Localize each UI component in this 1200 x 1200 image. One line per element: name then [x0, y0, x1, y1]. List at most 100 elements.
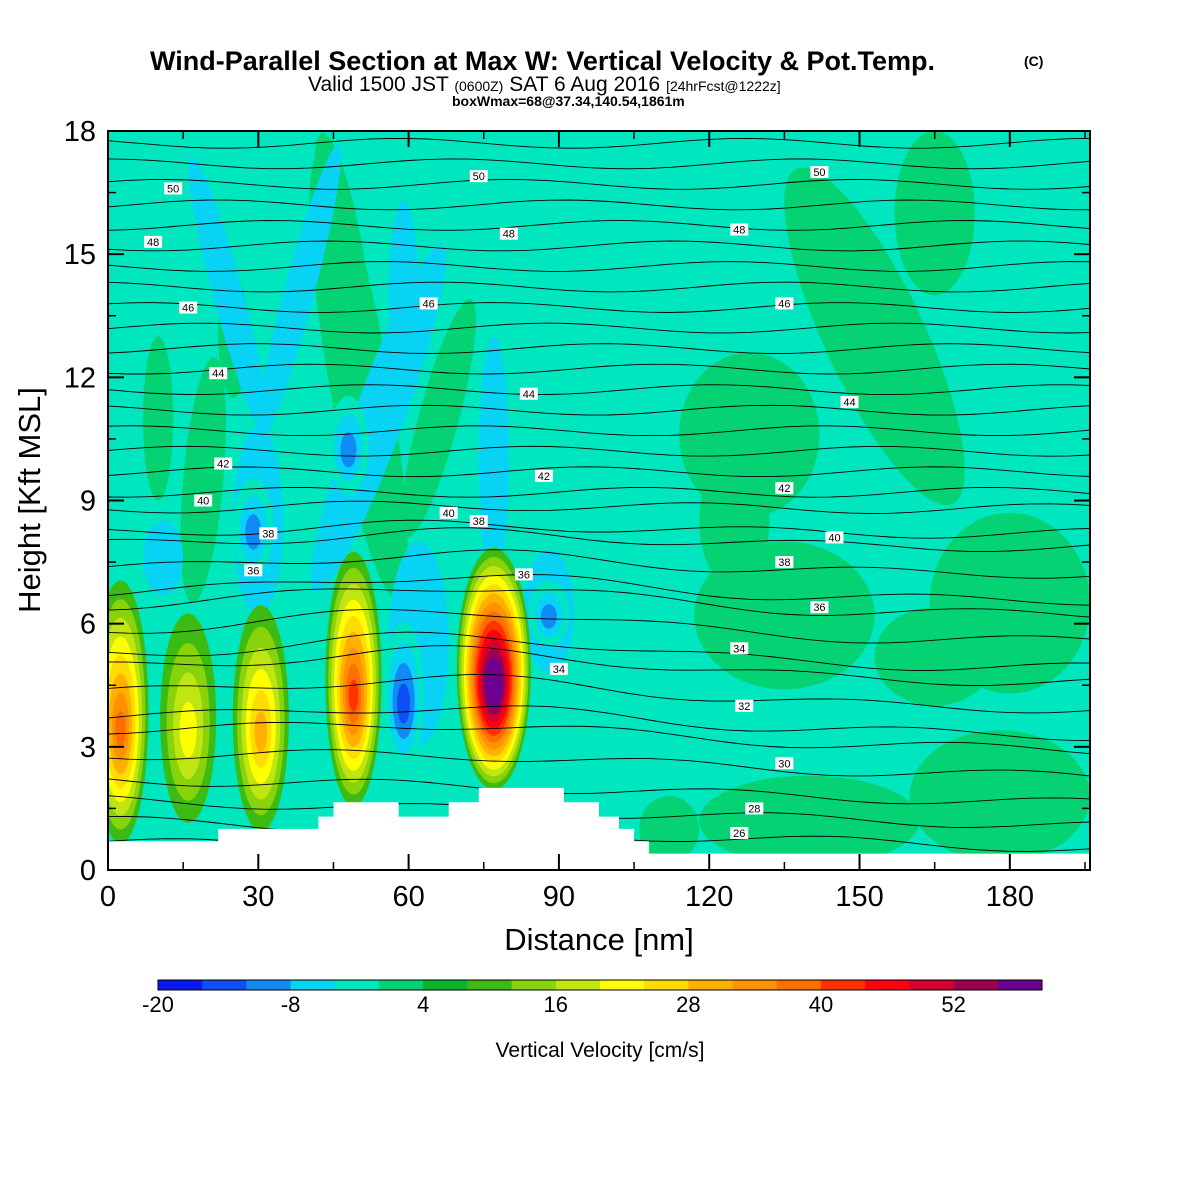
contour-label-box	[214, 457, 233, 470]
y-axis-label: Height [Kft MSL]	[12, 387, 47, 613]
weak-updraft-region	[699, 775, 920, 866]
contour-label: 38	[262, 528, 274, 540]
contour-label: 40	[828, 532, 840, 544]
contour-label: 38	[778, 557, 790, 569]
weak-updraft-region	[874, 607, 995, 706]
contour-label: 48	[733, 225, 745, 237]
y-tick-label: 9	[80, 486, 96, 518]
x-tick-label: 150	[835, 881, 883, 913]
contour-label-box	[775, 482, 794, 495]
colorbar-tick-label: 28	[676, 992, 700, 1017]
theta-contour	[108, 343, 1090, 354]
x-tick-label: 90	[543, 881, 575, 913]
x-axis-label: Distance [nm]	[504, 922, 694, 957]
contour-label-box	[775, 297, 794, 310]
contour-label: 46	[778, 298, 790, 310]
colorbar-title: Vertical Velocity [cm/s]	[496, 1039, 705, 1062]
y-tick-label: 12	[64, 362, 96, 394]
updraft-core	[348, 679, 359, 712]
contour-label-box	[514, 568, 533, 581]
weak-updraft-region	[143, 336, 174, 501]
chart-subtitle: Valid 1500 JST (0600Z) SAT 6 Aug 2016 [2…	[308, 73, 781, 96]
downdraft-core	[340, 432, 357, 468]
theta-contour	[108, 118, 1090, 128]
updraft-core	[489, 675, 499, 696]
colorbar-swatch	[246, 980, 292, 990]
theta-contour	[108, 608, 1090, 644]
downdraft-core	[397, 683, 411, 724]
y-tick-label: 15	[64, 239, 96, 271]
colorbar-swatch	[555, 980, 601, 990]
weak-downdraft-region	[255, 144, 342, 446]
theta-contour	[108, 178, 1090, 190]
colorbar-tick-label: 4	[417, 992, 429, 1017]
contour-label-box	[439, 506, 458, 519]
contour-label-box	[469, 170, 488, 183]
contour-label-box	[259, 527, 278, 540]
contour-label-box	[730, 827, 749, 840]
theta-contour	[108, 384, 1090, 396]
x-tick-label: 30	[242, 881, 274, 913]
contour-label-box	[244, 564, 263, 577]
colorbar-swatch	[467, 980, 513, 990]
theta-contour	[108, 445, 1090, 457]
theta-contour	[108, 631, 1090, 671]
contour-label-box	[730, 642, 749, 655]
theta-contour	[108, 778, 1090, 805]
contour-label-box	[144, 235, 163, 248]
contour-label-box	[534, 469, 553, 482]
colorbar-swatch	[997, 980, 1043, 990]
colorbar-swatch	[379, 980, 424, 990]
contour-label: 42	[778, 483, 790, 495]
theta-contour	[108, 674, 1090, 714]
x-tick-label: 180	[986, 881, 1034, 913]
weak-updraft-region	[401, 299, 476, 538]
theta-contour	[108, 425, 1090, 437]
colorbar-swatch	[688, 980, 734, 990]
contour-label-box	[209, 367, 228, 380]
contour-label: 34	[553, 664, 565, 676]
theta-contour-labels: 50 50 50 48 48 48 46 46 46 44 44 44 42 42 42 40 40 40 38 38…	[144, 166, 859, 840]
contour-label: 46	[182, 303, 194, 315]
contour-label: 34	[733, 643, 745, 655]
contour-label: 50	[813, 167, 825, 179]
colorbar-tick-label: 52	[941, 992, 965, 1017]
theta-contour	[108, 261, 1090, 272]
theta-contour	[108, 645, 1090, 686]
theta-contour	[108, 302, 1090, 313]
colorbar-tick-label: 16	[544, 992, 568, 1017]
theta-contour	[108, 466, 1090, 478]
theta-contour	[108, 240, 1090, 252]
downdraft-core	[245, 514, 262, 550]
theta-contour	[108, 705, 1090, 741]
theta-contour	[108, 527, 1090, 553]
theta-contour	[108, 158, 1090, 170]
contour-label: 42	[538, 471, 550, 483]
colorbar-swatch	[776, 980, 822, 990]
contour-label: 36	[813, 602, 825, 614]
contour-label-box	[775, 757, 794, 770]
contour-label: 50	[473, 171, 485, 183]
plot-area: 50 50 50 48 48 48 46 46 46 44 44 44 42 42 42 40 40 40 38 38…	[108, 118, 1090, 870]
theta-contour	[108, 199, 1090, 211]
colorbar-swatch	[644, 980, 689, 990]
contour-label-box	[194, 494, 213, 507]
contour-label: 48	[503, 229, 515, 241]
contour-label: 42	[217, 459, 229, 471]
weak-downdraft-region	[188, 156, 269, 435]
weak-updraft-region	[909, 730, 1090, 862]
theta-contour	[108, 363, 1090, 375]
contour-label: 28	[748, 803, 760, 815]
velocity-field	[108, 131, 1090, 866]
colorbar-frame	[157, 979, 1043, 991]
contour-label-box	[419, 297, 438, 310]
theta-contour	[108, 721, 1090, 755]
colorbar-swatch	[290, 980, 336, 990]
colorbar-swatch	[953, 980, 999, 990]
contour-label-box	[775, 556, 794, 569]
colorbar-swatch	[158, 980, 203, 990]
theta-contour	[108, 281, 1090, 293]
contour-label-box	[735, 699, 754, 712]
contour-label: 50	[167, 183, 179, 195]
